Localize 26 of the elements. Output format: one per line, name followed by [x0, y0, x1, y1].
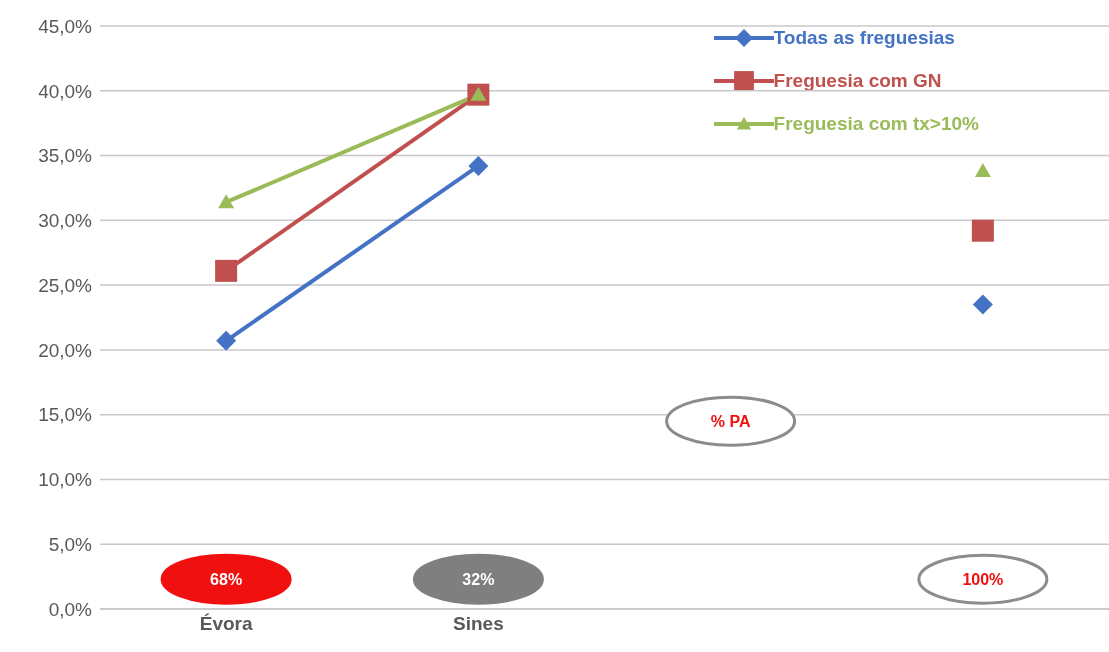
annotation: % PA	[710, 413, 751, 431]
annotation: 68%	[210, 571, 243, 589]
y-tick-label: 20,0%	[38, 339, 93, 361]
point	[215, 259, 238, 282]
y-tick-label: 35,0%	[38, 145, 93, 167]
annotation: 100%	[962, 571, 1004, 589]
y-tick-label: 45,0%	[38, 15, 93, 37]
y-tick-label: 0,0%	[48, 598, 93, 620]
y-tick-label: 15,0%	[38, 404, 93, 426]
y-tick-label: 10,0%	[38, 469, 93, 491]
point	[974, 163, 991, 178]
point	[468, 155, 489, 176]
x-tick-label: Sines	[453, 613, 504, 635]
y-tick-label: 5,0%	[48, 533, 93, 555]
legend-label: Freguesia com tx>10%	[773, 112, 979, 135]
point	[972, 294, 993, 315]
annotation: 32%	[462, 571, 495, 589]
point	[218, 194, 235, 209]
y-tick-label: 25,0%	[38, 274, 93, 296]
y-tick-label: 30,0%	[38, 210, 93, 232]
legend-label: Freguesia com GN	[773, 69, 942, 92]
x-tick-label: Évora	[199, 613, 253, 635]
y-tick-label: 40,0%	[38, 80, 93, 102]
point	[971, 219, 994, 242]
legend-label: Todas as freguesias	[773, 26, 955, 49]
point	[216, 330, 237, 351]
